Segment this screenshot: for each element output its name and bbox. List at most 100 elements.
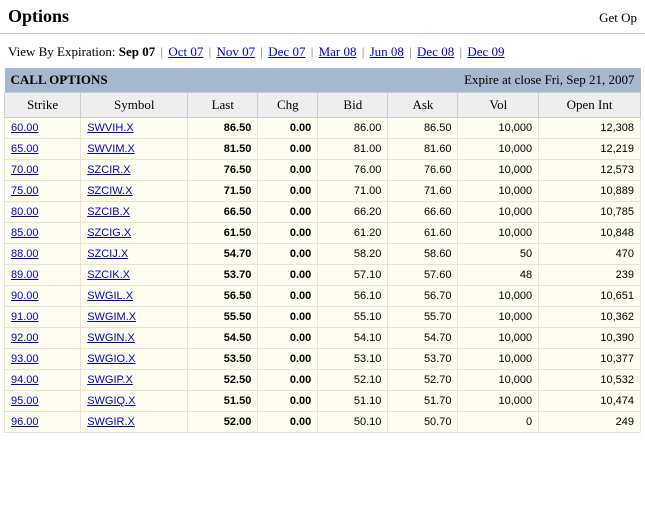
chg-cell: 0.00 <box>258 412 318 433</box>
chg-cell: 0.00 <box>258 307 318 328</box>
ask-cell: 50.70 <box>388 412 458 433</box>
symbol-link[interactable]: SZCIJ.X <box>87 248 128 260</box>
open-int-cell: 10,362 <box>539 307 641 328</box>
open-int-cell: 249 <box>539 412 641 433</box>
symbol-link[interactable]: SWGIR.X <box>87 416 135 428</box>
strike-cell: 93.00 <box>5 349 81 370</box>
strike-cell: 91.00 <box>5 307 81 328</box>
separator: | <box>203 44 216 59</box>
symbol-link[interactable]: SWVIH.X <box>87 122 133 134</box>
symbol-cell: SZCIW.X <box>81 181 188 202</box>
vol-cell: 10,000 <box>458 349 539 370</box>
strike-cell: 80.00 <box>5 202 81 223</box>
expiration-link[interactable]: Mar 08 <box>319 44 357 59</box>
divider <box>0 33 645 34</box>
strike-link[interactable]: 93.00 <box>11 353 39 365</box>
table-row: 85.00SZCIG.X61.500.0061.2061.6010,00010,… <box>5 223 641 244</box>
strike-cell: 94.00 <box>5 370 81 391</box>
last-cell: 53.50 <box>188 349 258 370</box>
open-int-cell: 10,532 <box>539 370 641 391</box>
last-cell: 54.70 <box>188 244 258 265</box>
last-cell: 54.50 <box>188 328 258 349</box>
ask-cell: 71.60 <box>388 181 458 202</box>
symbol-link[interactable]: SWGIL.X <box>87 290 133 302</box>
strike-link[interactable]: 94.00 <box>11 374 39 386</box>
ask-cell: 56.70 <box>388 286 458 307</box>
strike-link[interactable]: 88.00 <box>11 248 39 260</box>
strike-cell: 96.00 <box>5 412 81 433</box>
symbol-cell: SZCIG.X <box>81 223 188 244</box>
strike-link[interactable]: 65.00 <box>11 143 39 155</box>
expiration-link[interactable]: Jun 08 <box>370 44 404 59</box>
strike-cell: 89.00 <box>5 265 81 286</box>
symbol-cell: SWGIL.X <box>81 286 188 307</box>
strike-link[interactable]: 85.00 <box>11 227 39 239</box>
strike-cell: 75.00 <box>5 181 81 202</box>
table-row: 65.00SWVIM.X81.500.0081.0081.6010,00012,… <box>5 139 641 160</box>
symbol-link[interactable]: SZCIR.X <box>87 164 130 176</box>
strike-link[interactable]: 96.00 <box>11 416 39 428</box>
symbol-link[interactable]: SWGIO.X <box>87 353 135 365</box>
strike-link[interactable]: 89.00 <box>11 269 39 281</box>
options-table: CALL OPTIONS Expire at close Fri, Sep 21… <box>4 68 641 433</box>
ask-cell: 58.60 <box>388 244 458 265</box>
top-right-text: Get Op <box>599 6 637 26</box>
last-cell: 86.50 <box>188 118 258 139</box>
table-row: 95.00SWGIQ.X51.500.0051.1051.7010,00010,… <box>5 391 641 412</box>
table-row: 88.00SZCIJ.X54.700.0058.2058.6050470 <box>5 244 641 265</box>
expiration-link[interactable]: Nov 07 <box>217 44 256 59</box>
ask-cell: 66.60 <box>388 202 458 223</box>
strike-link[interactable]: 92.00 <box>11 332 39 344</box>
separator: | <box>404 44 417 59</box>
strike-link[interactable]: 91.00 <box>11 311 39 323</box>
expiration-link[interactable]: Dec 07 <box>268 44 305 59</box>
chg-cell: 0.00 <box>258 181 318 202</box>
symbol-cell: SZCIB.X <box>81 202 188 223</box>
strike-link[interactable]: 75.00 <box>11 185 39 197</box>
symbol-link[interactable]: SWGIP.X <box>87 374 133 386</box>
symbol-link[interactable]: SWGIN.X <box>87 332 135 344</box>
strike-link[interactable]: 95.00 <box>11 395 39 407</box>
column-header: Symbol <box>81 93 188 118</box>
table-header-row: StrikeSymbolLastChgBidAskVolOpen Int <box>5 93 641 118</box>
strike-link[interactable]: 60.00 <box>11 122 39 134</box>
table-row: 70.00SZCIR.X76.500.0076.0076.6010,00012,… <box>5 160 641 181</box>
expiration-link[interactable]: Dec 09 <box>467 44 504 59</box>
strike-link[interactable]: 70.00 <box>11 164 39 176</box>
strike-cell: 60.00 <box>5 118 81 139</box>
symbol-cell: SWGIP.X <box>81 370 188 391</box>
vol-cell: 10,000 <box>458 181 539 202</box>
chg-cell: 0.00 <box>258 370 318 391</box>
symbol-link[interactable]: SZCIG.X <box>87 227 131 239</box>
ask-cell: 86.50 <box>388 118 458 139</box>
symbol-link[interactable]: SWGIM.X <box>87 311 136 323</box>
strike-link[interactable]: 90.00 <box>11 290 39 302</box>
bid-cell: 58.20 <box>318 244 388 265</box>
symbol-cell: SWGIO.X <box>81 349 188 370</box>
ask-cell: 61.60 <box>388 223 458 244</box>
last-cell: 52.50 <box>188 370 258 391</box>
symbol-link[interactable]: SWGIQ.X <box>87 395 135 407</box>
symbol-cell: SWVIH.X <box>81 118 188 139</box>
chg-cell: 0.00 <box>258 160 318 181</box>
symbol-link[interactable]: SZCIW.X <box>87 185 132 197</box>
separator: | <box>305 44 318 59</box>
chg-cell: 0.00 <box>258 139 318 160</box>
vol-cell: 10,000 <box>458 391 539 412</box>
expiration-link[interactable]: Dec 08 <box>417 44 454 59</box>
last-cell: 71.50 <box>188 181 258 202</box>
table-row: 89.00SZCIK.X53.700.0057.1057.6048239 <box>5 265 641 286</box>
last-cell: 81.50 <box>188 139 258 160</box>
strike-cell: 95.00 <box>5 391 81 412</box>
last-cell: 52.00 <box>188 412 258 433</box>
last-cell: 51.50 <box>188 391 258 412</box>
strike-cell: 70.00 <box>5 160 81 181</box>
symbol-link[interactable]: SWVIM.X <box>87 143 135 155</box>
symbol-link[interactable]: SZCIK.X <box>87 269 130 281</box>
symbol-link[interactable]: SZCIB.X <box>87 206 130 218</box>
strike-link[interactable]: 80.00 <box>11 206 39 218</box>
expiration-link[interactable]: Oct 07 <box>168 44 203 59</box>
table-row: 75.00SZCIW.X71.500.0071.0071.6010,00010,… <box>5 181 641 202</box>
symbol-cell: SWGIN.X <box>81 328 188 349</box>
last-cell: 56.50 <box>188 286 258 307</box>
